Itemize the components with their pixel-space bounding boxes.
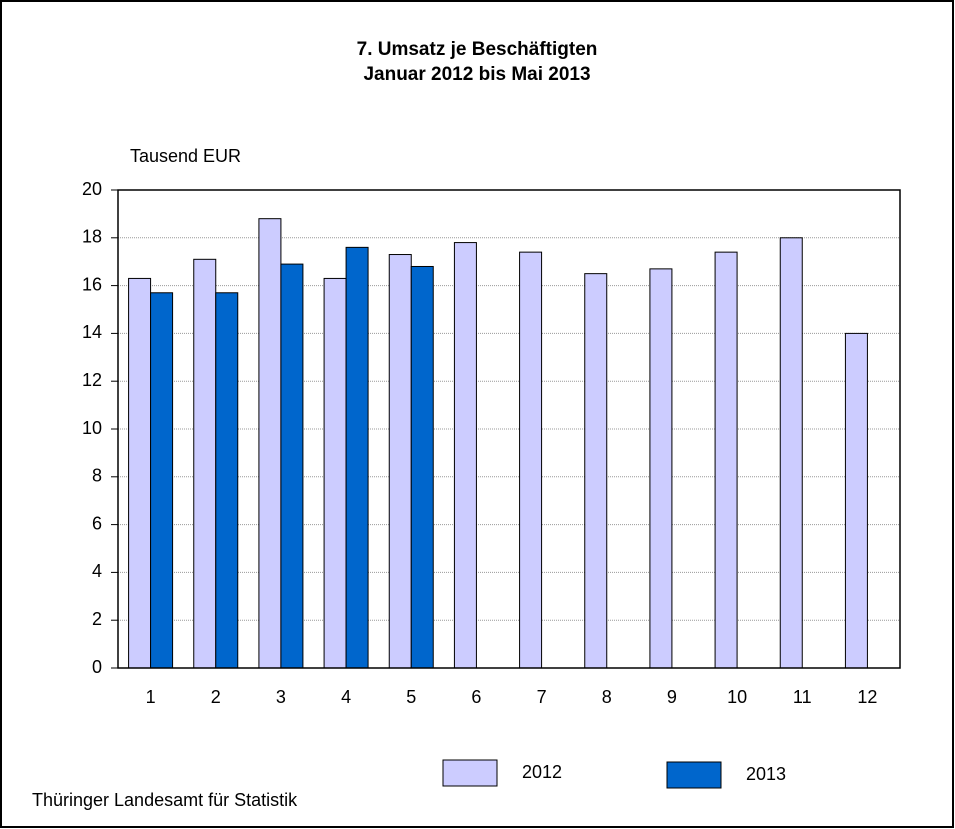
x-tick-label: 4 xyxy=(341,687,351,707)
x-tick-label: 11 xyxy=(793,687,812,707)
y-axis-label: Tausend EUR xyxy=(130,146,241,166)
source: Thüringer Landesamt für Statistik xyxy=(32,790,298,810)
y-tick-label: 0 xyxy=(92,657,102,677)
y-tick-label: 18 xyxy=(82,227,102,247)
legend-swatch xyxy=(666,761,722,789)
bar xyxy=(519,251,543,669)
y-tick-label: 6 xyxy=(92,513,102,533)
x-tick-label: 9 xyxy=(667,687,677,707)
x-tick-label: 6 xyxy=(471,687,481,707)
bar xyxy=(649,268,673,669)
x-tick-label: 12 xyxy=(857,687,877,707)
bar xyxy=(280,263,304,669)
chart-subtitle: Januar 2012 bis Mai 2013 xyxy=(363,64,590,85)
bar xyxy=(410,265,434,669)
bar xyxy=(215,292,239,669)
legend-swatch xyxy=(442,759,498,787)
x-tick-label: 3 xyxy=(276,687,286,707)
bar xyxy=(193,258,217,669)
x-tick-label: 7 xyxy=(537,687,547,707)
legend-label: 2012 xyxy=(522,762,562,782)
y-tick-label: 2 xyxy=(92,609,102,629)
x-tick-label: 10 xyxy=(727,687,747,707)
bar xyxy=(779,237,803,669)
bar xyxy=(453,242,477,669)
bar xyxy=(258,218,282,669)
bar xyxy=(150,292,174,669)
y-tick-label: 12 xyxy=(82,370,102,390)
y-tick-label: 4 xyxy=(92,561,102,581)
x-tick-label: 8 xyxy=(602,687,612,707)
bar xyxy=(844,332,868,669)
y-tick-label: 16 xyxy=(82,274,102,294)
bar xyxy=(714,251,738,669)
x-tick-label: 5 xyxy=(406,687,416,707)
bar xyxy=(128,277,152,669)
bar xyxy=(323,277,347,669)
y-tick-label: 14 xyxy=(82,322,102,342)
legend-label: 2013 xyxy=(746,764,786,784)
y-tick-label: 20 xyxy=(82,179,102,199)
x-tick-label: 2 xyxy=(211,687,221,707)
bar xyxy=(388,254,412,669)
chart-title: 7. Umsatz je Beschäftigten xyxy=(357,39,598,60)
y-tick-label: 10 xyxy=(82,418,102,438)
plot-border xyxy=(117,189,901,669)
bar xyxy=(584,273,608,669)
y-tick-label: 8 xyxy=(92,466,102,486)
x-tick-label: 1 xyxy=(146,687,156,707)
bar xyxy=(345,246,369,669)
